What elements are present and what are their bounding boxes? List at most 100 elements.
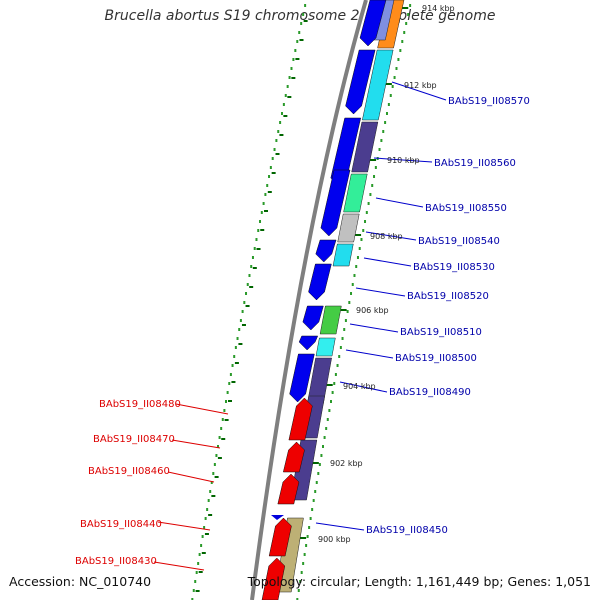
- gc-dot: [323, 436, 326, 439]
- gc-dot: [268, 175, 271, 178]
- gc-dot: [266, 184, 269, 187]
- gene-arrow-reverse: [268, 517, 292, 557]
- gene-label-forward[interactable]: BAbS19_II08560: [434, 158, 516, 169]
- gc-dot: [200, 544, 203, 547]
- gc-dot: [290, 67, 293, 70]
- gc-dot: [348, 301, 351, 304]
- gene-label-reverse[interactable]: BAbS19_II08440: [80, 519, 162, 530]
- minor-tick: [264, 210, 269, 212]
- gc-dot: [223, 409, 226, 412]
- leader-line: [171, 439, 221, 449]
- gc-dot: [325, 427, 328, 430]
- gc-dot: [195, 571, 198, 574]
- gene-arrow-reverse: [277, 473, 300, 505]
- minor-tick: [283, 115, 288, 117]
- gc-dot: [259, 220, 262, 223]
- gc-dot: [395, 67, 398, 70]
- gc-dot: [204, 517, 207, 520]
- gc-dot: [239, 319, 242, 322]
- tick-label: 912 kbp: [404, 81, 437, 90]
- gc-dot: [343, 328, 346, 331]
- gene-label-forward[interactable]: BAbS19_II08520: [407, 291, 489, 302]
- gene-label-forward[interactable]: BAbS19_II08450: [366, 525, 448, 536]
- gc-dot: [231, 364, 234, 367]
- gene-arrow-forward: [345, 49, 376, 115]
- gene-label-forward[interactable]: BAbS19_II08540: [418, 236, 500, 247]
- gc-dot: [331, 391, 334, 394]
- gene-label-reverse[interactable]: BAbS19_II08460: [88, 466, 170, 477]
- minor-tick: [204, 533, 209, 535]
- leader-line: [391, 81, 447, 101]
- gc-dot: [282, 103, 285, 106]
- gc-dot: [378, 148, 381, 151]
- minor-tick: [249, 286, 254, 288]
- minor-tick: [275, 153, 280, 155]
- gene-label-forward[interactable]: BAbS19_II08570: [448, 96, 530, 107]
- cog-block: [362, 49, 394, 121]
- gene-arrow-forward: [308, 263, 332, 301]
- leader-line: [365, 231, 417, 241]
- minor-tick: [271, 172, 276, 174]
- minor-tick: [234, 362, 239, 364]
- gc-dot: [409, 4, 412, 7]
- gene-label-forward[interactable]: BAbS19_II08530: [413, 262, 495, 273]
- tick-label: 914 kbp: [422, 4, 455, 13]
- gc-dot: [198, 553, 201, 556]
- gene-arrow-reverse: [288, 397, 313, 441]
- gc-dot: [355, 265, 358, 268]
- minor-tick: [198, 571, 203, 573]
- gc-dot: [364, 220, 367, 223]
- gene-label-forward[interactable]: BAbS19_II08550: [425, 203, 507, 214]
- gc-dot: [371, 184, 374, 187]
- gc-dot: [288, 76, 291, 79]
- gc-dot: [191, 598, 194, 600]
- gene-label-reverse[interactable]: BAbS19_II08430: [75, 556, 157, 567]
- cog-block: [315, 337, 336, 357]
- gene-label-forward[interactable]: BAbS19_II08510: [400, 327, 482, 338]
- leader-line: [345, 349, 394, 359]
- tick-label: 900 kbp: [318, 535, 351, 544]
- leader-line: [167, 471, 215, 483]
- gc-dot: [317, 472, 320, 475]
- gc-dot: [218, 436, 221, 439]
- gene-arrow-forward: [359, 0, 387, 47]
- gc-dot: [296, 598, 299, 600]
- gene-label-forward[interactable]: BAbS19_II08500: [395, 353, 477, 364]
- gc-dot: [300, 571, 303, 574]
- gc-dot: [248, 274, 251, 277]
- gc-dot: [225, 400, 227, 403]
- minor-tick: [291, 77, 296, 79]
- gc-dot: [336, 364, 339, 367]
- gc-dot: [314, 490, 317, 493]
- gene-label-reverse[interactable]: BAbS19_II08480: [99, 399, 181, 410]
- gene-label-reverse[interactable]: BAbS19_II08470: [93, 434, 175, 445]
- gc-dot: [197, 562, 200, 565]
- gc-dot: [207, 499, 210, 502]
- leader-line: [339, 381, 388, 393]
- gene-label-forward[interactable]: BAbS19_II08490: [389, 387, 471, 398]
- minor-tick: [231, 381, 236, 383]
- cog-block: [319, 305, 342, 335]
- gc-dot: [315, 481, 318, 484]
- minor-tick: [221, 438, 226, 440]
- kbp-tick: [300, 537, 307, 539]
- leader-line: [355, 287, 406, 297]
- gc-dot: [228, 382, 231, 385]
- gene-track: [261, 0, 387, 600]
- chromosome-backbone: [250, 0, 368, 600]
- gc-dot: [262, 202, 265, 205]
- gc-dot: [346, 310, 349, 313]
- gc-content-track: [191, 4, 412, 600]
- minor-tick: [238, 343, 243, 345]
- kbp-tick: [340, 309, 347, 311]
- minor-tick: [256, 248, 261, 250]
- gc-dot: [311, 508, 314, 511]
- gc-dot: [275, 139, 278, 142]
- gc-dot: [220, 427, 223, 430]
- gc-dot: [297, 589, 300, 592]
- gc-dot: [243, 301, 246, 304]
- gc-dot: [306, 535, 309, 538]
- leader-line: [363, 257, 412, 267]
- gc-dot: [251, 256, 254, 259]
